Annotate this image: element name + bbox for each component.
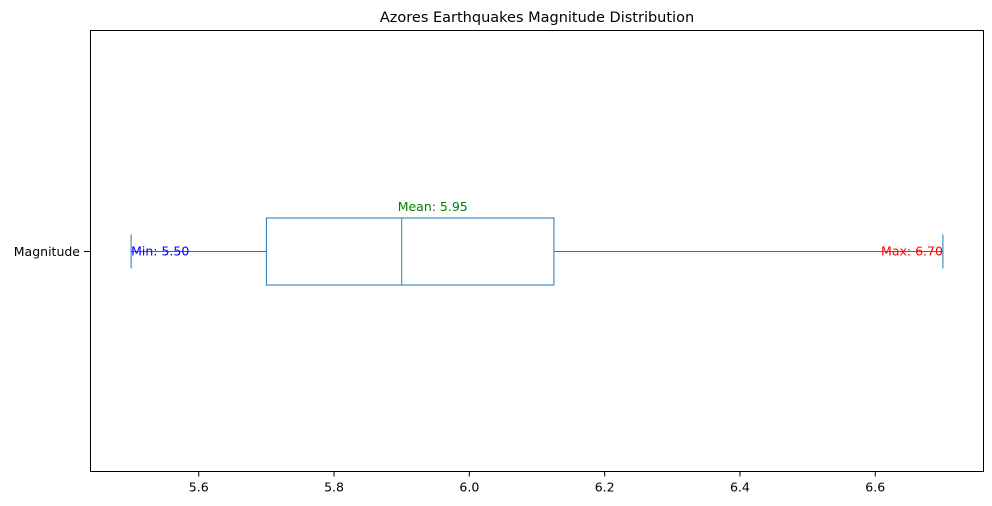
mean-annotation: Mean: 5.95 xyxy=(398,199,468,214)
x-tick-label: 6.0 xyxy=(459,480,479,495)
x-axis: 5.6 5.8 6.0 6.2 6.4 6.6 xyxy=(189,471,885,495)
iqr-box xyxy=(265,217,555,286)
x-tick-label: 6.6 xyxy=(865,480,885,495)
x-tick-label: 5.6 xyxy=(189,480,209,495)
chart-title: Azores Earthquakes Magnitude Distributio… xyxy=(380,10,694,26)
y-tick-label: Magnitude xyxy=(14,244,81,259)
x-tick-label: 5.8 xyxy=(324,480,344,495)
box-plot xyxy=(130,217,944,286)
x-tick-label: 6.4 xyxy=(730,480,750,495)
min-annotation: Min: 5.50 xyxy=(131,244,189,259)
x-tick-label: 6.2 xyxy=(595,480,615,495)
max-annotation: Max: 6.70 xyxy=(881,244,943,259)
y-axis: Magnitude xyxy=(14,244,91,259)
